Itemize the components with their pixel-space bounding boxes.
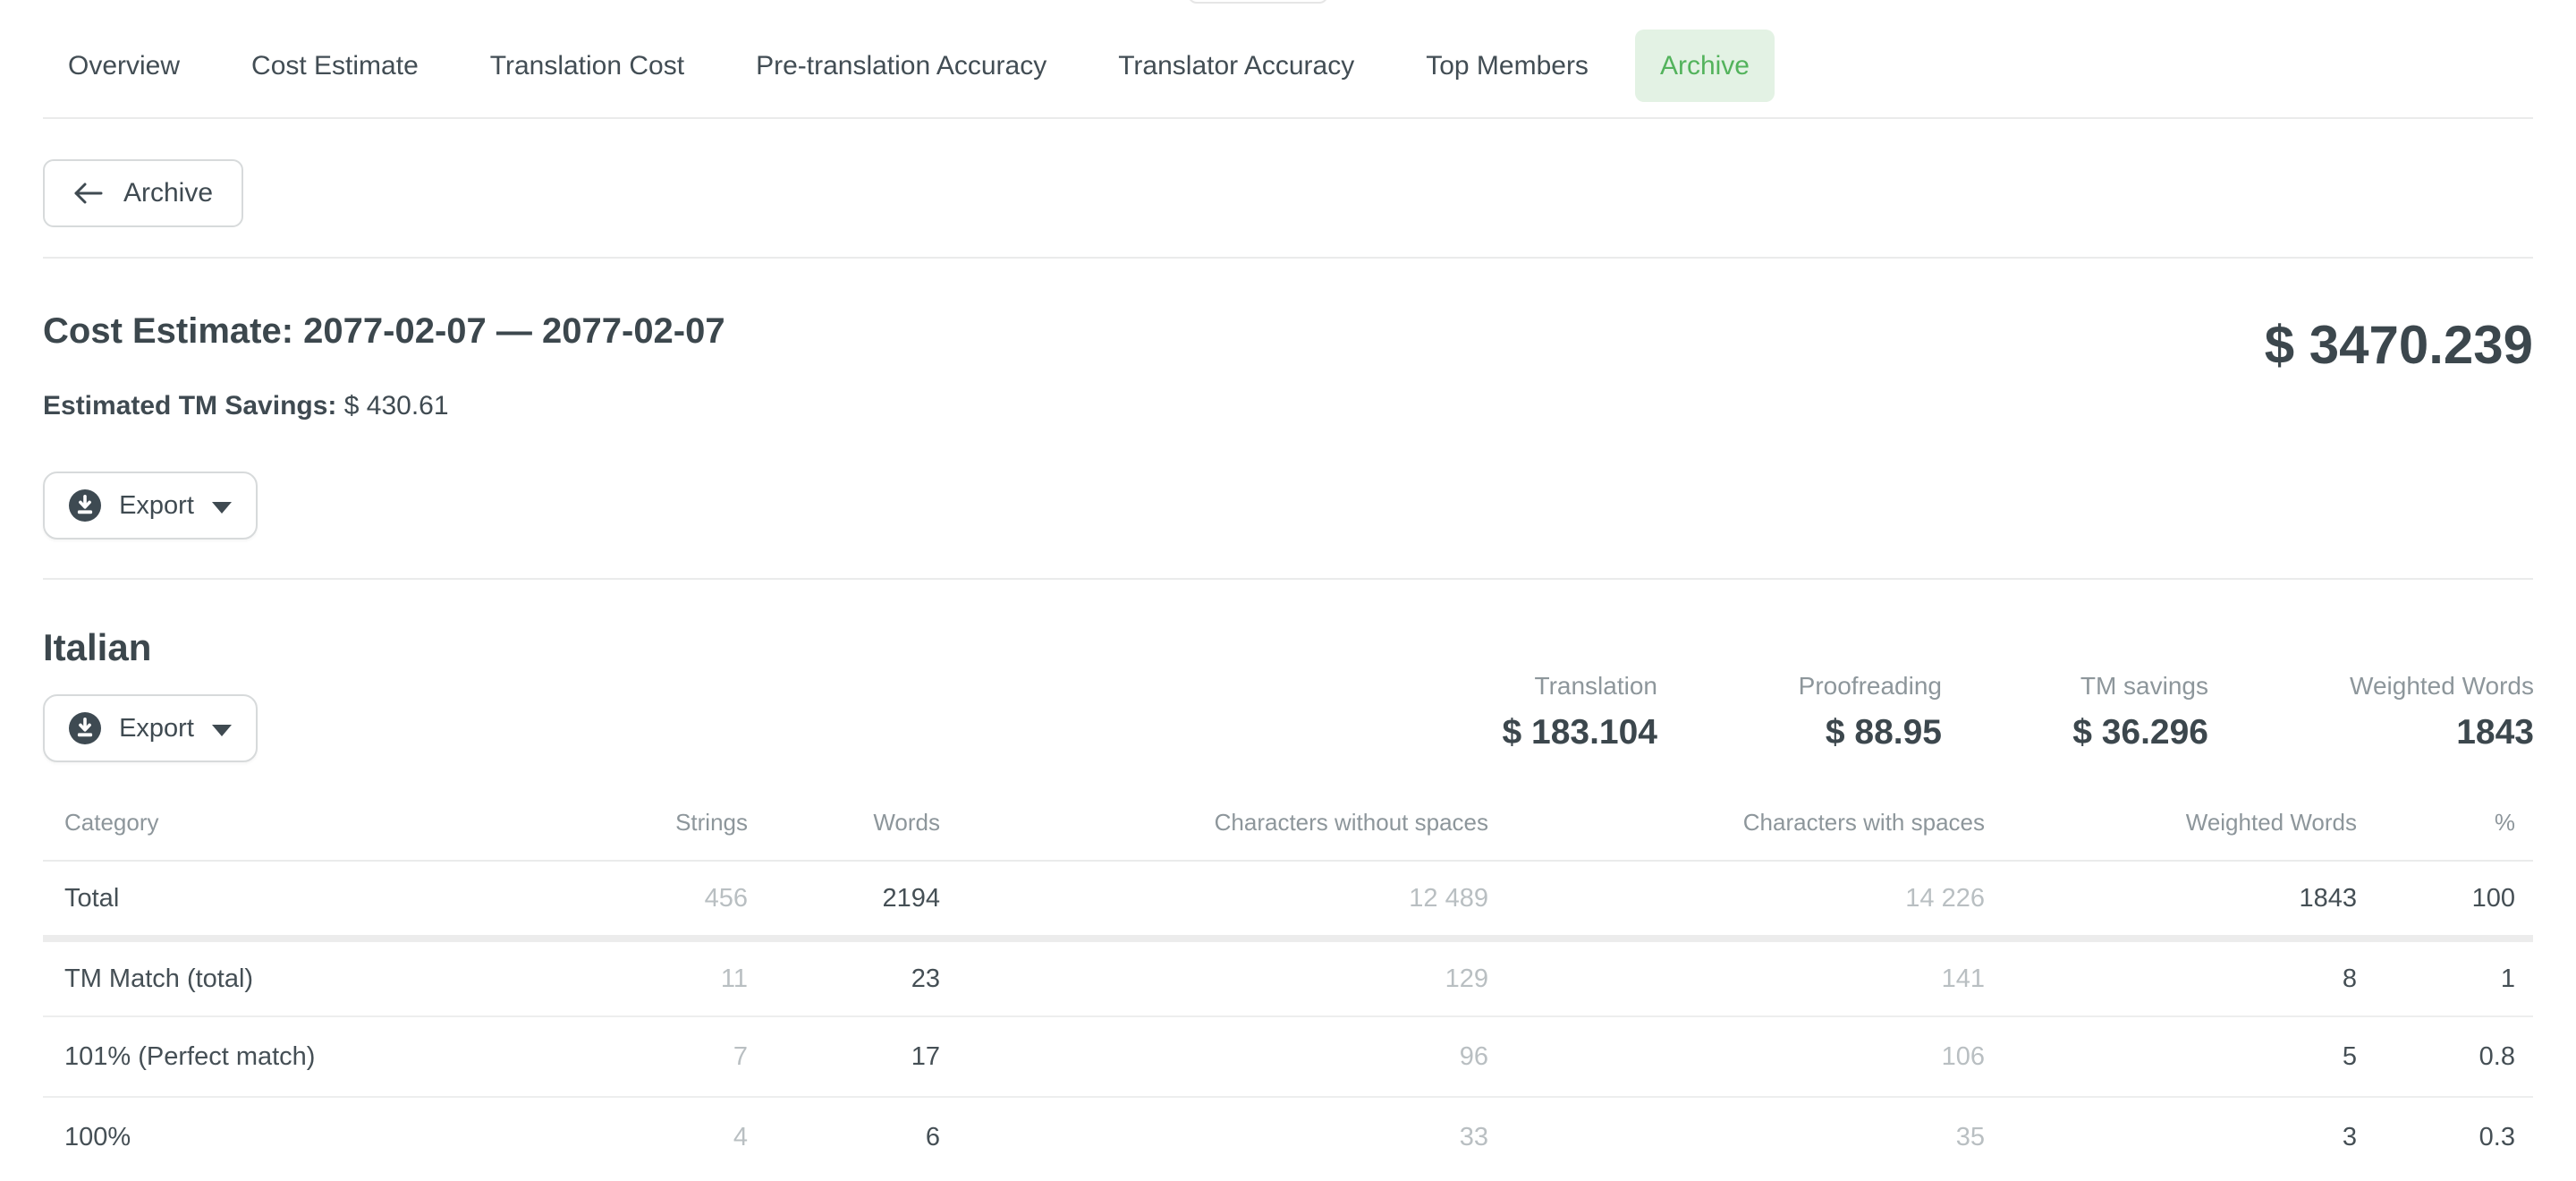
cell-strings: 11 <box>447 939 748 1017</box>
cell-category: 101% (Perfect match) <box>43 1016 447 1098</box>
cell-percent: 0.8 <box>2357 1016 2533 1098</box>
export-language-button[interactable]: Export <box>43 694 258 762</box>
stat-value: 1843 <box>2456 713 2534 752</box>
stat-value: $ 88.95 <box>1825 713 1942 752</box>
cell-chars-without-spaces: 129 <box>940 939 1488 1017</box>
back-button-label: Archive <box>123 178 214 208</box>
cell-chars-without-spaces: 12 489 <box>940 861 1488 942</box>
col-words: Words <box>748 786 940 862</box>
stat-label: TM savings <box>2080 672 2208 700</box>
chevron-down-icon <box>211 724 232 736</box>
download-circle-icon <box>69 712 102 744</box>
cell-percent: 0.3 <box>2479 1123 2515 1151</box>
stat-value: $ 183.104 <box>1502 713 1657 752</box>
stat-value: $ 36.296 <box>2072 713 2208 752</box>
tab-top-members[interactable]: Top Members <box>1426 50 1589 81</box>
stat-tm-savings: TM savings $ 36.296 <box>2072 672 2208 752</box>
total-cost-value: $ 3470.239 <box>2264 315 2533 375</box>
tab-overview[interactable]: Overview <box>68 50 181 81</box>
table-header-row: Category Strings Words Characters withou… <box>43 786 2533 862</box>
section-divider <box>43 578 2533 580</box>
cell-strings: 456 <box>447 861 748 942</box>
cell-chars-without-spaces: 33 <box>1459 1123 1488 1151</box>
tab-cost-estimate[interactable]: Cost Estimate <box>251 50 419 81</box>
stat-label: Proofreading <box>1798 672 1942 700</box>
tm-savings-line: Estimated TM Savings: $ 430.61 <box>43 391 449 421</box>
col-chars-with-spaces: Characters with spaces <box>1488 786 1985 862</box>
cell-words: 6 <box>925 1123 940 1151</box>
tab-archive[interactable]: Archive <box>1634 30 1775 102</box>
tab-pre-translation-accuracy[interactable]: Pre-translation Accuracy <box>756 50 1047 81</box>
table-row: 100% 4 6 33 35 3 0.3 <box>43 1097 2533 1177</box>
export-button-label: Export <box>119 490 194 520</box>
tm-savings-label: Estimated TM Savings: <box>43 391 337 421</box>
clipped-popup <box>1188 0 1328 4</box>
report-tabs: Overview Cost Estimate Translation Cost … <box>43 30 1775 102</box>
cell-category: TM Match (total) <box>43 939 447 1017</box>
col-weighted-words: Weighted Words <box>1985 786 2357 862</box>
cell-words: 2194 <box>748 861 940 942</box>
cell-strings: 4 <box>733 1123 748 1151</box>
cost-estimate-table: Category Strings Words Characters withou… <box>43 786 2533 1177</box>
cell-strings: 7 <box>447 1016 748 1098</box>
table-row: Total 456 2194 12 489 14 226 1843 100 <box>43 861 2533 942</box>
stat-translation: Translation $ 183.104 <box>1502 672 1657 752</box>
tab-translation-cost[interactable]: Translation Cost <box>489 50 685 81</box>
cell-percent: 100 <box>2357 861 2533 942</box>
export-report-button[interactable]: Export <box>43 472 258 540</box>
download-circle-icon <box>69 489 102 522</box>
cell-chars-with-spaces: 35 <box>1955 1123 1985 1151</box>
cell-category: 100% <box>64 1123 131 1151</box>
cell-category: Total <box>43 861 447 942</box>
col-category: Category <box>43 786 447 862</box>
cell-chars-with-spaces: 141 <box>1488 939 1985 1017</box>
col-strings: Strings <box>447 786 748 862</box>
cell-chars-with-spaces: 14 226 <box>1488 861 1985 942</box>
page-title: Cost Estimate: 2077-02-07 — 2077-02-07 <box>43 311 725 351</box>
cell-chars-with-spaces: 106 <box>1488 1016 1985 1098</box>
cell-weighted-words: 8 <box>1985 939 2357 1017</box>
stat-proofreading: Proofreading $ 88.95 <box>1798 672 1942 752</box>
table-row: 101% (Perfect match) 7 17 96 106 5 0.8 <box>43 1016 2533 1098</box>
arrow-left-icon <box>73 180 104 207</box>
tab-translator-accuracy[interactable]: Translator Accuracy <box>1118 50 1355 81</box>
stat-label: Translation <box>1534 672 1657 700</box>
back-to-archive-button[interactable]: Archive <box>43 159 244 227</box>
cell-chars-without-spaces: 96 <box>940 1016 1488 1098</box>
tabs-divider <box>43 117 2533 119</box>
export-button-label: Export <box>119 713 194 743</box>
chevron-down-icon <box>211 501 232 514</box>
cell-weighted-words: 1843 <box>1985 861 2357 942</box>
col-chars-without-spaces: Characters without spaces <box>940 786 1488 862</box>
stat-weighted-words: Weighted Words 1843 <box>2350 672 2534 752</box>
cell-weighted-words: 5 <box>1985 1016 2357 1098</box>
section-divider <box>43 257 2533 259</box>
cell-percent: 1 <box>2357 939 2533 1017</box>
tm-savings-value: $ 430.61 <box>343 391 449 421</box>
cell-words: 17 <box>748 1016 940 1098</box>
col-percent: % <box>2357 786 2533 862</box>
cell-weighted-words: 3 <box>2342 1123 2357 1151</box>
cell-words: 23 <box>748 939 940 1017</box>
language-title: Italian <box>43 626 152 668</box>
table-row: TM Match (total) 11 23 129 141 8 1 <box>43 939 2533 1017</box>
stat-label: Weighted Words <box>2350 672 2534 700</box>
